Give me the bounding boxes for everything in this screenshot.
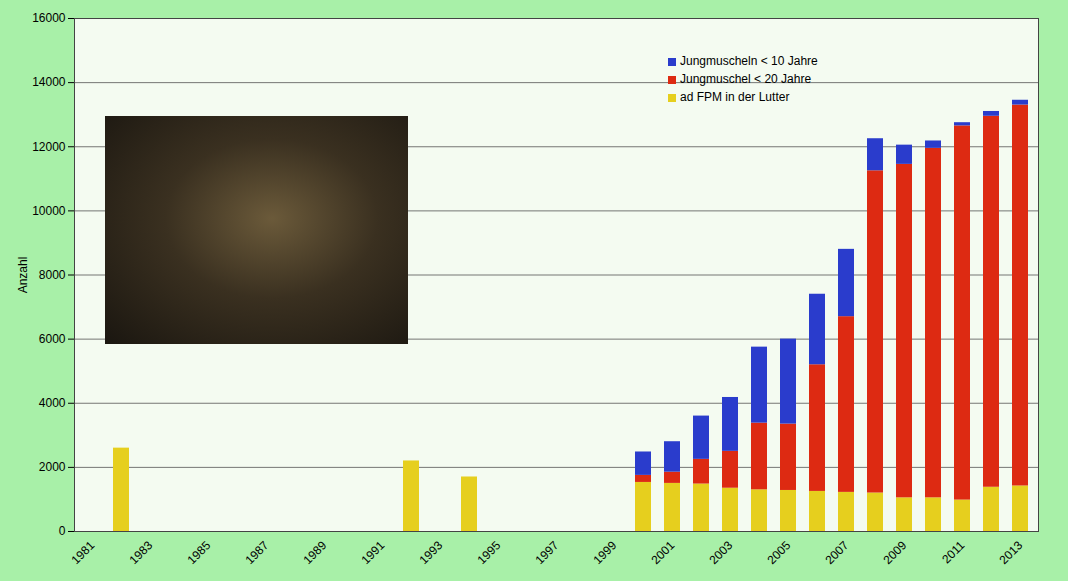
svg-text:1995: 1995 [475,538,504,567]
svg-text:6000: 6000 [39,332,66,346]
svg-text:12000: 12000 [32,140,66,154]
html-text:ad FPM in der Lutter: ad FPM in der Lutter [680,90,790,104]
svg-text:1981: 1981 [69,538,98,567]
svg-text:0: 0 [59,524,66,538]
svg-text:2009: 2009 [881,538,910,567]
svg-text:2003: 2003 [707,538,736,567]
svg-text:2007: 2007 [823,538,852,567]
svg-text:2000: 2000 [39,460,66,474]
svg-text:2005: 2005 [765,538,794,567]
svg-text:1997: 1997 [533,538,562,567]
svg-text:1983: 1983 [127,538,156,567]
html-text:Jungmuscheln < 10 Jahre: Jungmuscheln < 10 Jahre [680,54,818,68]
svg-text:8000: 8000 [39,268,66,282]
svg-text:2013: 2013 [997,538,1026,567]
svg-text:14000: 14000 [32,75,66,89]
svg-text:16000: 16000 [32,11,66,25]
svg-text:Anzahl: Anzahl [16,257,30,294]
svg-text:4000: 4000 [39,396,66,410]
svg-text:1991: 1991 [359,538,388,567]
svg-text:2001: 2001 [649,538,678,567]
svg-text:2011: 2011 [939,538,967,566]
svg-text:1987: 1987 [243,538,272,567]
svg-text:1993: 1993 [417,538,446,567]
svg-text:1989: 1989 [301,538,330,567]
svg-text:1985: 1985 [185,538,214,567]
svg-text:1999: 1999 [591,538,620,567]
svg-text:10000: 10000 [32,204,66,218]
html-text:Jungmuschel < 20 Jahre: Jungmuschel < 20 Jahre [680,72,812,86]
